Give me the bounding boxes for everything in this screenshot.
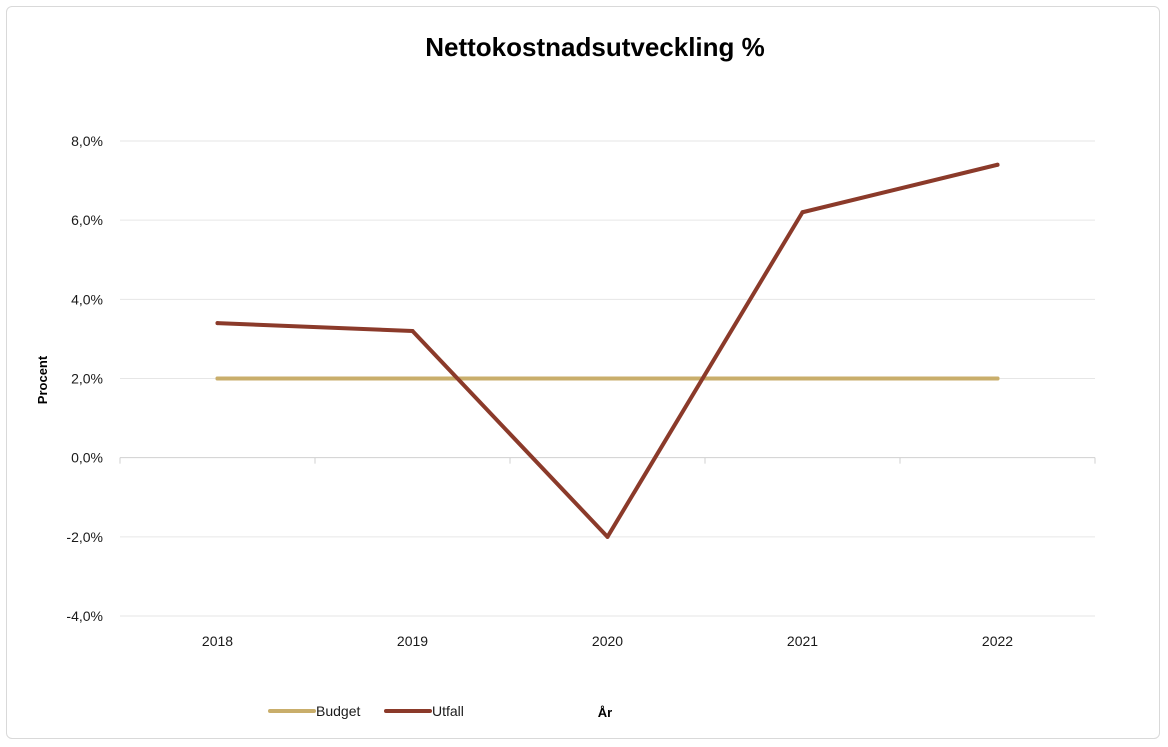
data-point	[605, 534, 610, 539]
x-tick-label: 2018	[202, 633, 233, 649]
y-tick-label: 0,0%	[71, 450, 103, 466]
x-tick-label: 2019	[397, 633, 428, 649]
y-tick-label: 8,0%	[71, 133, 103, 149]
data-point	[215, 376, 220, 381]
series-lines	[215, 162, 1000, 539]
legend-label: Budget	[316, 703, 360, 719]
data-point	[410, 329, 415, 333]
data-point	[995, 162, 1000, 167]
y-tick-label: 2,0%	[71, 371, 103, 387]
data-point	[800, 376, 805, 381]
y-tick-labels: 8,0% 6,0% 4,0% 2,0% 0,0% -2,0% -4,0%	[66, 133, 103, 624]
x-axis-title: År	[598, 705, 612, 720]
y-tick-label: -2,0%	[66, 529, 103, 545]
legend: Budget Utfall	[268, 703, 464, 719]
chart-frame	[6, 6, 1160, 739]
x-tick-label: 2021	[787, 633, 818, 649]
x-tick-label: 2022	[982, 633, 1013, 649]
legend-label: Utfall	[432, 703, 464, 719]
chart-title: Nettokostnadsutveckling %	[425, 32, 765, 62]
y-tick-label: 4,0%	[71, 291, 103, 307]
data-point	[995, 376, 1000, 381]
x-tick-label: 2020	[592, 633, 623, 649]
data-point	[410, 376, 415, 381]
data-point	[800, 210, 805, 215]
y-tick-label: -4,0%	[66, 608, 103, 624]
y-tick-label: 6,0%	[71, 212, 103, 228]
data-point	[605, 376, 610, 381]
data-point	[215, 321, 220, 326]
y-axis-title: Procent	[35, 355, 50, 404]
x-tick-labels: 2018 2019 2020 2021 2022	[202, 633, 1013, 649]
x-axis	[119, 457, 1096, 464]
